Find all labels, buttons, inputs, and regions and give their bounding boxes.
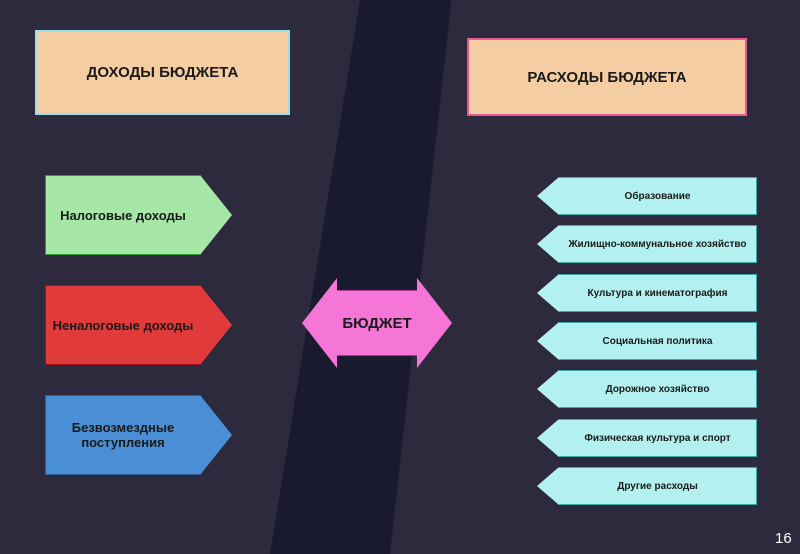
- center-arrow-text: БЮДЖЕТ: [342, 315, 411, 332]
- income-item-tip: [200, 285, 232, 365]
- expense-item-tip: [537, 322, 559, 360]
- expense-item-body: Образование: [559, 177, 757, 215]
- expense-item: Социальная политика: [537, 322, 757, 360]
- expense-item: Образование: [537, 177, 757, 215]
- income-item-tip: [200, 395, 232, 475]
- income-item-tip: [200, 175, 232, 255]
- expense-item: Физическая культура и спорт: [537, 419, 757, 457]
- income-item-body: Налоговые доходы: [45, 175, 200, 255]
- expense-item-body: Другие расходы: [559, 467, 757, 505]
- expense-item: Дорожное хозяйство: [537, 370, 757, 408]
- center-arrow-tip-right: [417, 278, 452, 368]
- expense-item-tip: [537, 177, 559, 215]
- income-item-body: Неналоговые доходы: [45, 285, 200, 365]
- header-income: ДОХОДЫ БЮДЖЕТА: [35, 30, 290, 115]
- expense-item-body: Дорожное хозяйство: [559, 370, 757, 408]
- expense-item-tip: [537, 274, 559, 312]
- center-budget-arrow: БЮДЖЕТ: [302, 278, 452, 368]
- income-item: Налоговые доходы: [45, 175, 232, 255]
- center-arrow-tip-left: [302, 278, 337, 368]
- expense-item: Культура и кинематография: [537, 274, 757, 312]
- income-item-body: Безвозмездные поступления: [45, 395, 200, 475]
- expense-item: Жилищно-коммунальное хозяйство: [537, 225, 757, 263]
- income-item: Безвозмездные поступления: [45, 395, 232, 475]
- center-arrow-body: БЮДЖЕТ: [337, 290, 417, 356]
- header-expense-text: РАСХОДЫ БЮДЖЕТА: [527, 69, 686, 86]
- expense-item-tip: [537, 370, 559, 408]
- expense-item-tip: [537, 419, 559, 457]
- expense-item-body: Культура и кинематография: [559, 274, 757, 312]
- expense-item-body: Физическая культура и спорт: [559, 419, 757, 457]
- expense-item-body: Социальная политика: [559, 322, 757, 360]
- header-expense: РАСХОДЫ БЮДЖЕТА: [467, 38, 747, 116]
- expense-item: Другие расходы: [537, 467, 757, 505]
- expense-item-tip: [537, 467, 559, 505]
- expense-item-body: Жилищно-коммунальное хозяйство: [559, 225, 757, 263]
- page-number: 16: [775, 530, 792, 547]
- header-income-text: ДОХОДЫ БЮДЖЕТА: [87, 64, 239, 81]
- expense-item-tip: [537, 225, 559, 263]
- income-item: Неналоговые доходы: [45, 285, 232, 365]
